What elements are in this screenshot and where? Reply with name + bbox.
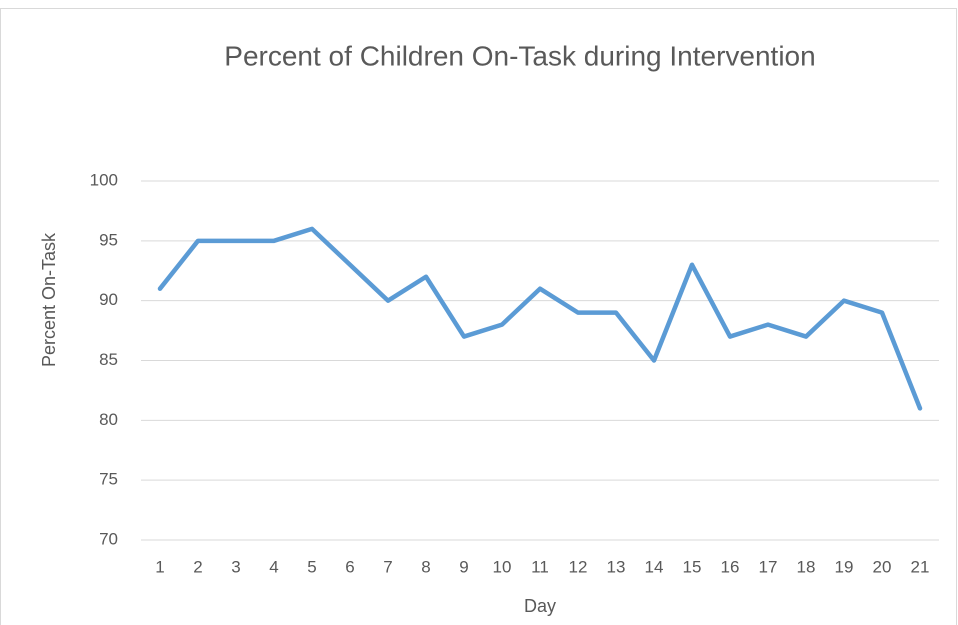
x-tick-label: 15	[683, 557, 702, 576]
x-tick-label: 9	[459, 557, 468, 576]
x-tick-label: 3	[231, 557, 240, 576]
x-tick-label: 19	[835, 557, 854, 576]
x-tick-label: 6	[345, 557, 354, 576]
x-tick-label: 7	[383, 557, 392, 576]
x-axis-label: Day	[524, 596, 556, 616]
x-tick-label: 18	[797, 557, 816, 576]
chart-title: Percent of Children On-Task during Inter…	[224, 40, 815, 71]
x-tick-label: 14	[645, 557, 664, 576]
y-tick-label: 75	[99, 470, 118, 489]
x-tick-label: 21	[911, 557, 930, 576]
y-tick-label: 95	[99, 230, 118, 249]
x-tick-label: 2	[193, 557, 202, 576]
y-axis-label: Percent On-Task	[39, 232, 59, 367]
x-tick-label: 4	[269, 557, 278, 576]
data-line	[157, 226, 923, 411]
chart-border	[0, 8, 957, 625]
x-tick-label: 11	[531, 557, 549, 576]
x-tick-label: 17	[759, 557, 778, 576]
x-tick-label: 16	[721, 557, 740, 576]
x-tick-label: 12	[569, 557, 588, 576]
x-tick-label: 13	[607, 557, 626, 576]
x-tick-label: 8	[421, 557, 430, 576]
y-tick-label: 100	[90, 170, 118, 189]
x-tick-label: 20	[873, 557, 892, 576]
x-tick-label: 1	[155, 557, 164, 576]
x-tick-label: 5	[307, 557, 316, 576]
y-tick-label: 70	[99, 529, 118, 548]
y-tick-label: 85	[99, 350, 118, 369]
y-tick-label: 90	[99, 290, 118, 309]
y-tick-label: 80	[99, 410, 118, 429]
x-tick-label: 10	[493, 557, 512, 576]
